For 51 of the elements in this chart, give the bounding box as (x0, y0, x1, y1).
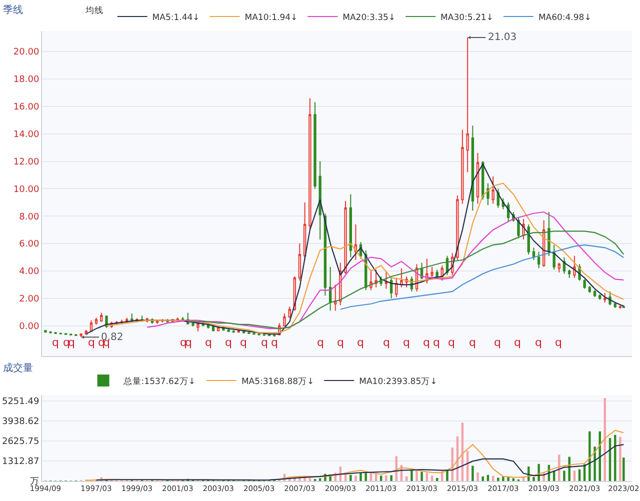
annotation: q (514, 336, 521, 349)
annotation: q (68, 336, 75, 349)
y-tick-label: 6.00 (19, 240, 40, 250)
y-tick-label: 4.00 (19, 267, 40, 278)
annotation: q (555, 336, 562, 349)
annotation: q (535, 336, 542, 349)
annotation: q (225, 336, 232, 349)
legend-label: 总量:1537.62万↓ (122, 376, 196, 387)
annotation: q (469, 336, 476, 349)
y-tick-label: 10.00 (13, 184, 40, 195)
legend-label: MA5:1.44↓ (152, 12, 200, 23)
annotation: q (185, 336, 192, 349)
annotation: 21.03 (488, 32, 517, 43)
y-tick-label: 5251.49 (2, 397, 40, 408)
chart-title: 成交量 (3, 362, 34, 374)
annotation: q (383, 336, 390, 349)
annotation: q (180, 336, 187, 349)
annotation: q (403, 336, 410, 349)
y-tick-label: 0.00 (19, 322, 40, 332)
y-tick-label: 18.00 (13, 75, 40, 86)
legend-label: MA10:1.94↓ (244, 12, 298, 23)
annotation: q (63, 336, 70, 349)
annotation: q (271, 336, 278, 349)
annotation: q (433, 336, 440, 349)
chart-title: 季线 (3, 4, 24, 16)
annotation: q (317, 336, 324, 349)
y-tick-label: 20.00 (13, 48, 40, 58)
annotation: q (337, 336, 344, 349)
y-tick-label: 8.00 (19, 212, 40, 222)
legend-label: MA5:3168.88万↓ (241, 376, 314, 387)
y-tick-label: 2.00 (19, 294, 40, 305)
annotation: q (494, 336, 501, 349)
legend-label: MA30:5.21↓ (440, 12, 494, 23)
annotation: q (52, 336, 59, 349)
y-tick-label: 2625.75 (2, 437, 40, 448)
legend-label: MA60:4.98↓ (538, 12, 592, 23)
y-tick-label: 3938.62 (2, 417, 40, 428)
annotation: q (261, 336, 268, 349)
y-tick-label: 16.00 (13, 102, 40, 113)
annotation: q (448, 336, 455, 349)
y-tick-label: 12.00 (13, 157, 40, 168)
annotation: q (423, 336, 430, 349)
annotation: q (357, 336, 364, 349)
legend-label: MA20:3.35↓ (342, 12, 396, 23)
y-tick-label: 1312.87 (2, 457, 40, 468)
annotation: q (240, 336, 247, 349)
annotation: q (205, 336, 212, 349)
legend-title: 均线 (84, 5, 104, 16)
y-tick-label: 14.00 (13, 130, 40, 140)
legend-label: MA10:2393.85万↓ (359, 376, 438, 387)
annotation: q (88, 336, 95, 349)
